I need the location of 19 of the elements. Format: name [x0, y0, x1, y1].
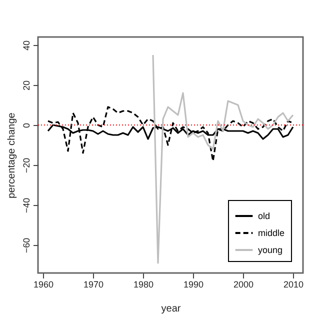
legend-label: middle [258, 228, 285, 238]
legend-label: old [258, 211, 270, 221]
x-tick-label: 1960 [33, 280, 54, 290]
legend-label: young [258, 245, 283, 255]
y-tick-label: 40 [22, 40, 32, 51]
x-tick-label: 1980 [133, 280, 154, 290]
y-tick-label: −40 [22, 198, 32, 214]
x-tick-label: 2010 [283, 280, 304, 290]
x-tick-label: 1970 [83, 280, 104, 290]
x-axis-title: year [161, 304, 182, 314]
y-tick-label: 0 [22, 122, 32, 128]
y-axis-title: percentage change [6, 112, 18, 198]
line-series [47, 106, 294, 162]
line-series [152, 54, 294, 264]
x-tick-label: 2000 [233, 280, 254, 290]
x-tick-label: 1990 [183, 280, 204, 290]
y-tick-label: −20 [22, 158, 32, 174]
y-tick-label: −60 [22, 238, 32, 254]
y-tick-label: 20 [22, 80, 32, 91]
